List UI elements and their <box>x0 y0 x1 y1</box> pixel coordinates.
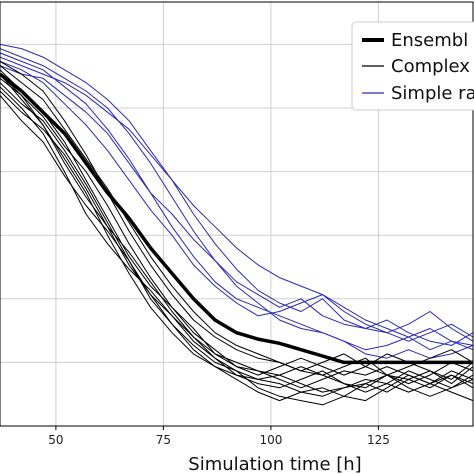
simple-series-line <box>0 52 474 351</box>
x-tick-label: 50 <box>48 433 63 447</box>
x-axis-label: Simulation time [h] <box>188 454 361 474</box>
x-tick-label: 125 <box>367 433 390 447</box>
legend-label-ensemble: Ensembl <box>391 30 468 51</box>
legend: Ensembl Complex Simple ra <box>351 21 474 111</box>
legend-label-simple: Simple ra <box>391 83 474 104</box>
simple-series-line <box>0 43 474 342</box>
series-layer <box>0 43 474 406</box>
ensemble-series-line <box>0 72 473 365</box>
complex-series-line <box>0 73 474 389</box>
simple-series-line <box>0 48 474 359</box>
simple-series-line <box>0 56 474 351</box>
legend-box <box>351 21 474 111</box>
x-tick-label: 75 <box>156 433 171 447</box>
complex-series-line <box>0 69 474 389</box>
simple-series-line <box>0 60 474 342</box>
complex-series-line <box>0 82 474 402</box>
complex-series-line <box>0 65 474 376</box>
complex-series-line <box>0 90 474 393</box>
simple-series-line <box>0 65 474 346</box>
plot-frame <box>0 1 474 427</box>
x-axis-ticks: 50 75 100 125 <box>48 426 390 447</box>
complex-series-line <box>0 60 474 385</box>
legend-label-complex: Complex <box>391 56 470 77</box>
x-tick-label: 100 <box>259 433 282 447</box>
